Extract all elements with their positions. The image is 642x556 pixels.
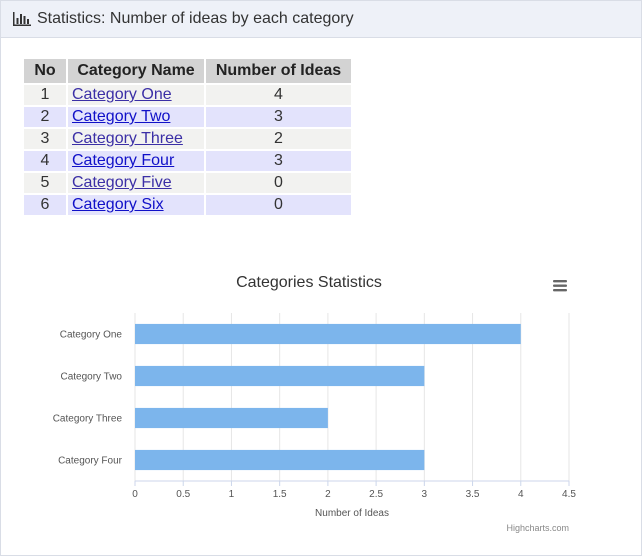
x-tick-label: 4 [518, 489, 524, 500]
column-header-number-of-ideas: Number of Ideas [206, 59, 351, 83]
row-count: 0 [206, 195, 351, 215]
chart-credits[interactable]: Highcharts.com [506, 523, 569, 533]
bar-chart-icon [13, 12, 31, 26]
row-count: 3 [206, 151, 351, 171]
bar[interactable] [135, 323, 521, 345]
bar[interactable] [135, 407, 328, 429]
table-row: 6 Category Six 0 [24, 195, 351, 215]
category-label: Category Four [58, 456, 123, 467]
row-count: 3 [206, 107, 351, 127]
row-no: 5 [24, 173, 66, 193]
category-link[interactable]: Category Six [72, 196, 164, 213]
table-row: 5 Category Five 0 [24, 173, 351, 193]
chart-bars [135, 323, 521, 471]
chart-title: Categories Statistics [236, 274, 382, 291]
table-row: 1 Category One 4 [24, 85, 351, 105]
column-header-no: No [24, 59, 66, 83]
row-count: 4 [206, 85, 351, 105]
category-link[interactable]: Category One [72, 86, 172, 103]
x-tick-label: 2.5 [369, 489, 383, 500]
value-axis: 0 0.5 1 1.5 2 2.5 3 3.5 4 4.5 [132, 489, 576, 500]
x-tick-label: 0 [132, 489, 138, 500]
x-tick-label: 1.5 [273, 489, 287, 500]
x-tick-label: 3.5 [466, 489, 480, 500]
category-label: Category Three [53, 414, 123, 425]
table-row: 3 Category Three 2 [24, 129, 351, 149]
category-label: Category One [60, 330, 123, 341]
category-label: Category Two [60, 372, 122, 383]
category-link[interactable]: Category Five [72, 174, 172, 191]
x-tick-label: 4.5 [562, 489, 576, 500]
panel-title: Statistics: Number of ideas by each cate… [37, 10, 354, 27]
x-tick-label: 1 [229, 489, 235, 500]
row-no: 1 [24, 85, 66, 105]
hamburger-menu-icon[interactable] [549, 275, 571, 297]
category-stats-table: No Category Name Number of Ideas 1 Categ… [22, 57, 353, 217]
x-axis-title: Number of Ideas [315, 508, 389, 519]
category-link[interactable]: Category Two [72, 108, 171, 125]
categories-bar-chart: Categories Statistics Category OneCatego… [53, 274, 577, 533]
row-count: 2 [206, 129, 351, 149]
x-tick-label: 0.5 [176, 489, 190, 500]
category-axis: Category One Category Two Category Three Ca… [53, 330, 123, 467]
row-no: 6 [24, 195, 66, 215]
category-link[interactable]: Category Four [72, 152, 175, 169]
panel-header: Statistics: Number of ideas by each cate… [1, 1, 641, 38]
row-no: 3 [24, 129, 66, 149]
bar[interactable] [135, 365, 425, 387]
category-link[interactable]: Category Three [72, 130, 183, 147]
row-no: 2 [24, 107, 66, 127]
table-row: 2 Category Two 3 [24, 107, 351, 127]
x-tick-label: 2 [325, 489, 331, 500]
row-no: 4 [24, 151, 66, 171]
bar[interactable] [135, 449, 425, 471]
x-tick-label: 3 [422, 489, 428, 500]
column-header-category-name: Category Name [68, 59, 204, 83]
row-count: 0 [206, 173, 351, 193]
table-row: 4 Category Four 3 [24, 151, 351, 171]
